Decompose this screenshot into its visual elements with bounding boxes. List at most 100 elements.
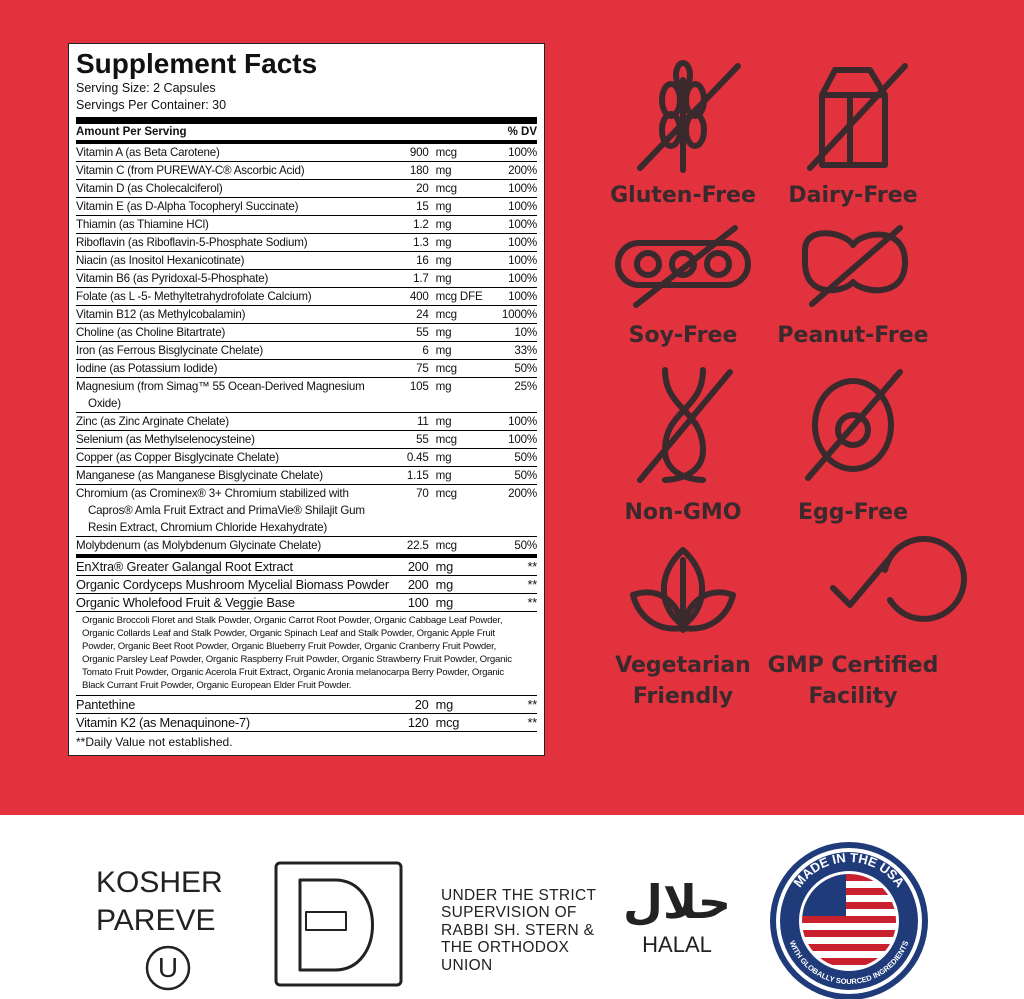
header-dv: % DV (507, 126, 537, 138)
unit: mcg (435, 715, 460, 730)
nutrient-name: Niacin (as Inositol Hexanicotinate) (76, 254, 245, 267)
nutrient-name: Copper (as Copper Bisglycinate Chelate) (76, 451, 279, 464)
dna-icon (637, 367, 733, 483)
amount: 15 (416, 200, 429, 213)
daily-value: ** (527, 697, 537, 712)
unit: mg (435, 595, 454, 610)
supervision-line: UNDER THE STRICT (441, 887, 597, 904)
halal-arabic: حلال (623, 875, 731, 929)
daily-value: 33% (514, 344, 537, 357)
usa-badge: MADE IN THE USA WITH GLOBALLY SOURCED IN… (770, 842, 928, 999)
unit: mg (435, 200, 452, 213)
ou-circle (145, 945, 191, 991)
facts-row: Iron (as Ferrous Bisglycinate Chelate) 6 m… (76, 342, 537, 360)
nutrient-name: Riboflavin (as Riboflavin-5-Phosphate So… (76, 236, 308, 249)
daily-value: 10% (514, 326, 537, 339)
daily-value: 100% (508, 272, 537, 285)
amount: 20 (414, 697, 429, 712)
daily-value: 100% (508, 200, 537, 213)
nutrient-name: Vitamin E (as D-Alpha Tocopheryl Succina… (76, 200, 299, 213)
unit: mg (435, 164, 452, 177)
nutrient-name: Vitamin K2 (as Menaquinone-7) (76, 715, 250, 730)
badge-label: Gluten-Free (610, 183, 756, 208)
nutrient-name: Manganese (as Manganese Bisglycinate Che… (76, 469, 323, 482)
check-icon (830, 535, 967, 622)
soy-icon (615, 225, 751, 308)
daily-value: 100% (508, 433, 537, 446)
badge-label: Dairy-Free (788, 183, 918, 208)
nutrient-name: Magnesium (from Simag™ 55 Ocean-Derived … (76, 380, 365, 410)
daily-value: 50% (514, 451, 537, 464)
amount: 24 (416, 308, 429, 321)
facts-rows: Vitamin A (as Beta Carotene) 900 mcg 100% Vi… (76, 144, 537, 732)
daily-value: ** (527, 715, 537, 730)
unit: mcg (435, 433, 458, 446)
halal-text: HALAL (642, 932, 712, 957)
facts-row: Organic Cordyceps Mushroom Mycelial Biom… (76, 576, 537, 594)
badge-label: Soy-Free (628, 323, 738, 348)
badge-label: Vegetarian Friendly (615, 653, 751, 709)
daily-value: 200% (508, 164, 537, 177)
nutrient-name: Chromium (as Crominex® 3+ Chromium stabi… (76, 487, 365, 534)
facts-row: Vitamin B6 (as Pyridoxal-5-Phosphate) 1.7… (76, 270, 537, 288)
facts-row: Folate (as L -5- Methyltetrahydrofolate … (76, 288, 537, 306)
unit: mcg (435, 146, 458, 159)
facts-row: Selenium (as Methylselenocysteine) 55 mcg 1… (76, 431, 537, 449)
amount: 200 (407, 559, 429, 574)
amount: 200 (407, 577, 429, 592)
daily-value: 100% (508, 290, 537, 303)
unit: mg (435, 451, 452, 464)
facts-row: Niacin (as Inositol Hexanicotinate) 16 mg 1… (76, 252, 537, 270)
amount: 400 (409, 290, 429, 303)
leaf-icon (630, 547, 736, 633)
nutrient-name: Vitamin C (from PUREWAY-C® Ascorbic Acid… (76, 164, 305, 177)
unit: mcg DFE (435, 290, 483, 303)
nutrient-name: Pantethine (76, 697, 136, 712)
badge-label: Egg-Free (798, 500, 908, 525)
amount: 120 (407, 715, 429, 730)
nutrient-name: Organic Cordyceps Mushroom Mycelial Biom… (76, 577, 389, 592)
peanut-icon (802, 225, 908, 307)
facts-row: Vitamin D (as Cholecalciferol) 20 mcg 100% (76, 180, 537, 198)
daily-value: ** (527, 595, 537, 610)
unit: mg (435, 254, 452, 267)
nutrient-name: Zinc (as Zinc Arginate Chelate) (76, 415, 229, 428)
unit: mg (435, 272, 452, 285)
amount: 900 (409, 146, 429, 159)
unit: mg (435, 469, 452, 482)
badge-label: Non-GMO (624, 500, 742, 525)
daily-value: 25% (514, 380, 537, 393)
serving-size: Serving Size: 2 Capsules (76, 81, 216, 95)
unit: mcg (435, 539, 458, 552)
badge-label: Peanut-Free (777, 323, 929, 348)
milk-icon (807, 63, 908, 171)
facts-row: Vitamin K2 (as Menaquinone-7) 120 mcg ** (76, 714, 537, 732)
facts-row: Vitamin A (as Beta Carotene) 900 mcg 100% (76, 144, 537, 162)
facts-title: Supplement Facts (76, 48, 318, 79)
supervision: UNDER THE STRICT SUPERVISION OF RABBI SH… (441, 887, 596, 974)
amount: 1.3 (413, 236, 429, 249)
kosher-label: KOSHER PAREVE (96, 864, 223, 940)
amount: 100 (407, 595, 429, 610)
nutrient-name: Vitamin B12 (as Methylcobalamin) (76, 308, 246, 321)
facts-row: Chromium (as Crominex® 3+ Chromium stabi… (76, 485, 537, 537)
nutrient-name: Folate (as L -5- Methyltetrahydrofolate … (76, 290, 312, 303)
amount: 180 (409, 164, 429, 177)
facts-row: Vitamin C (from PUREWAY-C® Ascorbic Acid… (76, 162, 537, 180)
facts-row: Magnesium (from Simag™ 55 Ocean-Derived … (76, 378, 537, 413)
daily-value: 50% (514, 362, 537, 375)
unit: mcg (435, 182, 458, 195)
unit: mcg (435, 362, 458, 375)
facts-row: Vitamin B12 (as Methylcobalamin) 24 mcg 100… (76, 306, 537, 324)
supplement-facts: Supplement Facts Serving Size: 2 Capsule… (68, 43, 545, 756)
supervision-line: SUPERVISION OF (441, 904, 577, 922)
amount: 22.5 (406, 539, 429, 552)
nutrient-name: Vitamin D (as Cholecalciferol) (76, 182, 223, 195)
daily-value: 200% (508, 487, 537, 500)
facts-row: Vitamin E (as D-Alpha Tocopheryl Succina… (76, 198, 537, 216)
facts-row: Thiamin (as Thiamine HCl) 1.2 mg 100% (76, 216, 537, 234)
unit: mcg (435, 308, 458, 321)
nutrient-name: Molybdenum (as Molybdenum Glycinate Chel… (76, 539, 322, 552)
